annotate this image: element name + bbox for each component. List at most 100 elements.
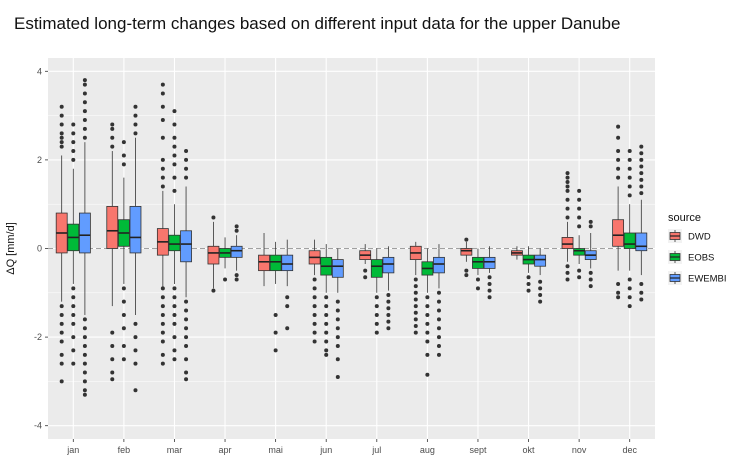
outlier-point <box>413 284 418 289</box>
chart-title: Estimated long-term changes based on dif… <box>14 14 621 33</box>
outlier-point <box>639 184 644 189</box>
x-tick-label: apr <box>219 445 232 455</box>
outlier-point <box>436 290 441 295</box>
outlier-point <box>184 157 189 162</box>
outlier-point <box>82 82 87 87</box>
outlier-point <box>324 348 329 353</box>
box-eobs-sept <box>472 248 484 291</box>
outlier-point <box>172 286 177 291</box>
box-iqr <box>573 248 586 256</box>
box-ewembi-jun <box>331 248 344 379</box>
outlier-point <box>59 144 64 149</box>
outlier-point <box>59 379 64 384</box>
outlier-point <box>425 339 430 344</box>
x-tick-label: dec <box>622 445 637 455</box>
outlier-point <box>425 321 430 326</box>
outlier-point <box>82 361 87 366</box>
outlier-point <box>436 299 441 304</box>
box-eobs-jan <box>67 122 80 366</box>
outlier-point <box>172 188 177 193</box>
outlier-point <box>588 277 593 282</box>
outlier-point <box>121 140 126 145</box>
outlier-point <box>565 171 570 176</box>
outlier-point <box>639 177 644 182</box>
x-tick-label: mar <box>167 445 183 455</box>
outlier-point <box>234 277 239 282</box>
box-iqr <box>561 237 574 249</box>
outlier-point <box>386 312 391 317</box>
outlier-point <box>82 392 87 397</box>
outlier-point <box>413 277 418 282</box>
outlier-point <box>627 166 632 171</box>
outlier-point <box>639 290 644 295</box>
y-tick-label: -2 <box>34 332 42 342</box>
outlier-point <box>627 149 632 154</box>
outlier-point <box>627 175 632 180</box>
box-dwd-okt <box>511 246 523 260</box>
outlier-point <box>335 343 340 348</box>
outlier-point <box>436 326 441 331</box>
outlier-point <box>526 288 531 293</box>
box-iqr <box>258 254 270 272</box>
outlier-point <box>565 197 570 202</box>
outlier-point <box>413 297 418 302</box>
outlier-point <box>616 175 621 180</box>
outlier-point <box>565 264 570 269</box>
outlier-point <box>59 330 64 335</box>
outlier-point <box>436 317 441 322</box>
outlier-point <box>324 312 329 317</box>
outlier-point <box>160 304 165 309</box>
x-tick-label: feb <box>118 445 131 455</box>
outlier-point <box>616 166 621 171</box>
outlier-point <box>312 277 317 282</box>
outlier-point <box>160 166 165 171</box>
outlier-point <box>413 310 418 315</box>
outlier-point <box>59 321 64 326</box>
outlier-point <box>172 153 177 158</box>
outlier-point <box>133 131 138 136</box>
outlier-point <box>110 122 115 127</box>
outlier-point <box>211 215 216 220</box>
outlier-point <box>184 357 189 362</box>
outlier-point <box>616 281 621 286</box>
y-tick-label: 4 <box>37 66 42 76</box>
outlier-point <box>172 335 177 340</box>
outlier-point <box>526 275 531 280</box>
outlier-point <box>273 330 278 335</box>
outlier-point <box>110 144 115 149</box>
outlier-point <box>59 361 64 366</box>
outlier-point <box>588 270 593 275</box>
outlier-point <box>413 324 418 329</box>
box-eobs-dec <box>623 149 636 309</box>
outlier-point <box>627 193 632 198</box>
outlier-point <box>413 330 418 335</box>
box-iqr <box>331 259 344 278</box>
outlier-point <box>160 321 165 326</box>
outlier-point <box>160 361 165 366</box>
outlier-point <box>121 343 126 348</box>
outlier-point <box>312 312 317 317</box>
box-iqr <box>534 254 547 267</box>
outlier-point <box>172 295 177 300</box>
box-dwd-jul <box>359 244 372 280</box>
outlier-point <box>565 215 570 220</box>
box-dwd-mai <box>258 232 270 287</box>
outlier-point <box>565 277 570 282</box>
outlier-point <box>577 188 582 193</box>
box-iqr <box>230 245 243 258</box>
outlier-point <box>160 104 165 109</box>
outlier-point <box>133 104 138 109</box>
outlier-point <box>160 295 165 300</box>
outlier-point <box>121 153 126 158</box>
outlier-point <box>172 122 177 127</box>
outlier-point <box>324 295 329 300</box>
outlier-point <box>577 268 582 273</box>
outlier-point <box>160 175 165 180</box>
outlier-point <box>184 175 189 180</box>
legend-label: EOBS <box>688 253 714 264</box>
box-eobs-okt <box>522 246 535 293</box>
outlier-point <box>184 317 189 322</box>
outlier-point <box>475 286 480 291</box>
outlier-point <box>133 321 138 326</box>
outlier-point <box>133 113 138 118</box>
